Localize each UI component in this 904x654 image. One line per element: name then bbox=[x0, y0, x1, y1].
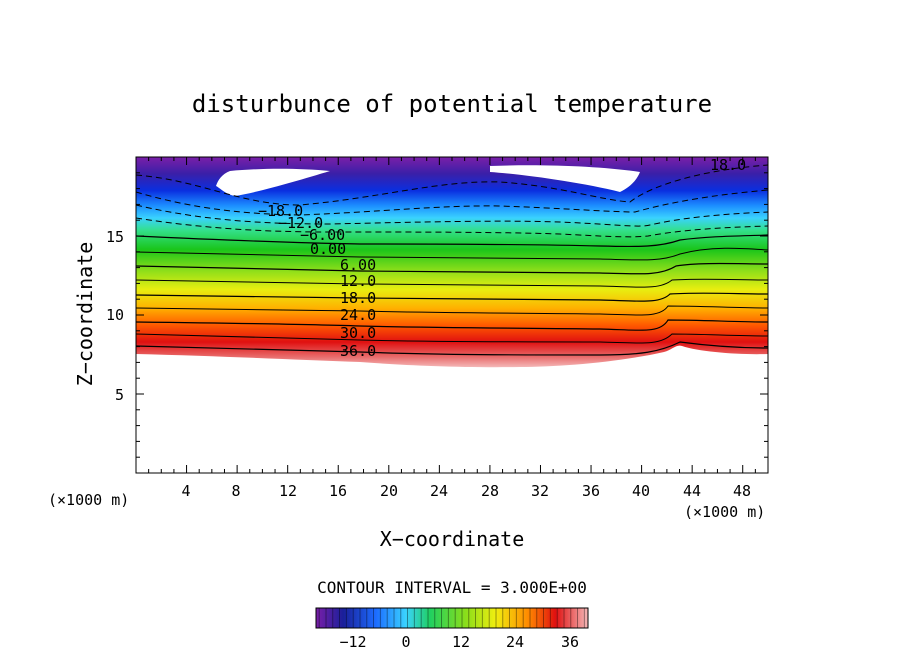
chart-title: disturbunce of potential temperature bbox=[192, 90, 712, 118]
x-tick-label: 12 bbox=[279, 482, 297, 500]
missing-region-left bbox=[216, 168, 330, 196]
x-tick-label: 24 bbox=[430, 482, 448, 500]
x-tick-label: 32 bbox=[531, 482, 549, 500]
x-tick-labels: 4 8 12 16 20 24 28 32 36 40 44 48 bbox=[181, 482, 751, 500]
contour-label: −12.0 bbox=[278, 214, 323, 232]
contour-label: −6.00 bbox=[300, 226, 345, 244]
colorbar-divisions bbox=[316, 608, 588, 628]
y-tick-labels: 5 10 15 bbox=[106, 228, 124, 404]
colorbar-frame bbox=[315, 607, 589, 629]
contour-label: −18.0 bbox=[258, 202, 303, 220]
x-tick-label: 16 bbox=[329, 482, 347, 500]
y-axis-unit: (×1000 m) bbox=[48, 491, 129, 509]
y-tick-label: 5 bbox=[115, 386, 124, 404]
x-tick-label: 48 bbox=[733, 482, 751, 500]
contour-interval-text: CONTOUR INTERVAL = 3.000E+00 bbox=[317, 578, 587, 597]
x-tick-label: 40 bbox=[632, 482, 650, 500]
contour-label: 30.0 bbox=[340, 324, 376, 342]
contour-label: 36.0 bbox=[340, 342, 376, 360]
contour-label: 0.00 bbox=[310, 240, 346, 258]
contour-label: 18.0 bbox=[710, 156, 746, 174]
missing-region-right bbox=[490, 165, 640, 192]
x-tick-label: 36 bbox=[582, 482, 600, 500]
x-tick-label: 28 bbox=[481, 482, 499, 500]
colorbar-tick-label: 12 bbox=[452, 633, 470, 651]
contour-label: 24.0 bbox=[340, 306, 376, 324]
colorbar-tick-label: −12 bbox=[339, 633, 366, 651]
contour-lines bbox=[136, 164, 768, 356]
plot-area bbox=[136, 157, 768, 368]
contour-label: 12.0 bbox=[340, 272, 376, 290]
colorbar-tick-label: 0 bbox=[401, 633, 410, 651]
contour-labels: −18.0 −12.0 −6.00 0.00 6.00 12.0 18.0 24… bbox=[258, 156, 746, 360]
x-tick-label: 20 bbox=[380, 482, 398, 500]
colorbar-tick-label: 24 bbox=[506, 633, 524, 651]
y-tick-label: 15 bbox=[106, 228, 124, 246]
axis-ticks bbox=[136, 157, 768, 473]
x-axis-unit: (×1000 m) bbox=[684, 503, 765, 521]
y-axis-label: Z−coordinate bbox=[73, 242, 97, 387]
contour-label: 18.0 bbox=[340, 289, 376, 307]
contour-label: 6.00 bbox=[340, 256, 376, 274]
x-tick-label: 8 bbox=[231, 482, 240, 500]
x-tick-label: 44 bbox=[683, 482, 701, 500]
x-tick-label: 4 bbox=[181, 482, 190, 500]
y-tick-label: 10 bbox=[106, 306, 124, 324]
colorbar-tick-label: 36 bbox=[561, 633, 579, 651]
colorbar: −12 0 12 24 36 bbox=[315, 607, 589, 651]
x-axis-label: X−coordinate bbox=[380, 527, 525, 551]
